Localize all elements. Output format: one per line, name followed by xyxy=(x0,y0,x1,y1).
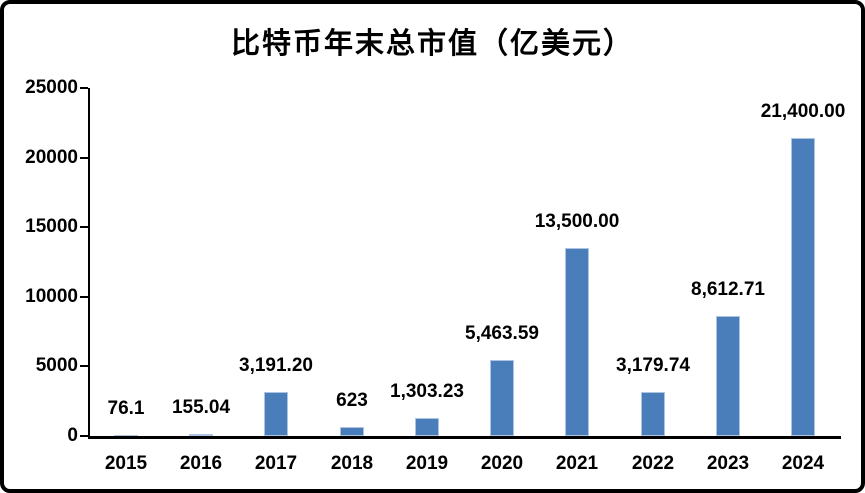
y-axis-line xyxy=(88,88,90,439)
bar-value-label: 155.04 xyxy=(171,397,231,418)
bar xyxy=(791,138,815,436)
y-axis-tick xyxy=(80,296,88,298)
y-axis-tick xyxy=(80,435,88,437)
y-axis-tick-label: 15000 xyxy=(25,216,78,237)
x-axis-category-label: 2018 xyxy=(330,453,374,474)
x-axis-category-label: 2015 xyxy=(104,453,148,474)
x-axis-category-label: 2020 xyxy=(480,453,524,474)
bar xyxy=(114,434,138,436)
bar-value-label: 76.1 xyxy=(107,398,145,419)
bar xyxy=(340,427,364,436)
bar-value-label: 13,500.00 xyxy=(534,211,620,232)
x-axis-category-label: 2022 xyxy=(631,453,675,474)
x-axis-category-label: 2016 xyxy=(179,453,223,474)
bar-value-label: 21,400.00 xyxy=(760,101,846,122)
y-axis-tick xyxy=(80,87,88,89)
y-axis-tick-label: 20000 xyxy=(25,147,78,168)
x-axis-category-label: 2024 xyxy=(781,453,825,474)
x-axis-category-label: 2017 xyxy=(254,453,298,474)
y-axis-tick xyxy=(80,157,88,159)
bar-value-label: 3,191.20 xyxy=(239,355,313,376)
bar-value-label: 623 xyxy=(336,390,368,411)
bar xyxy=(641,391,665,436)
bar xyxy=(490,359,514,436)
bar xyxy=(565,248,589,436)
bar xyxy=(264,391,288,436)
y-axis-tick xyxy=(80,226,88,228)
y-axis-tick-label: 5000 xyxy=(35,355,78,376)
x-axis-line xyxy=(88,436,841,439)
chart-title: 比特币年末总市值（亿美元） xyxy=(230,26,634,60)
bar-value-label: 8,612.71 xyxy=(691,279,765,300)
x-axis-category-label: 2019 xyxy=(405,453,449,474)
bar xyxy=(189,433,213,436)
bar-value-label: 5,463.59 xyxy=(465,323,539,344)
y-axis-tick-label: 25000 xyxy=(25,77,78,98)
bar xyxy=(415,417,439,436)
bar-value-label: 1,303.23 xyxy=(390,381,464,402)
y-axis-tick-label: 10000 xyxy=(25,286,78,307)
bar xyxy=(716,316,740,436)
x-axis-category-label: 2023 xyxy=(706,453,750,474)
x-axis-category-label: 2021 xyxy=(555,453,599,474)
bar-value-label: 3,179.74 xyxy=(616,355,690,376)
y-axis-tick xyxy=(80,365,88,367)
y-axis-tick-label: 0 xyxy=(67,425,78,446)
